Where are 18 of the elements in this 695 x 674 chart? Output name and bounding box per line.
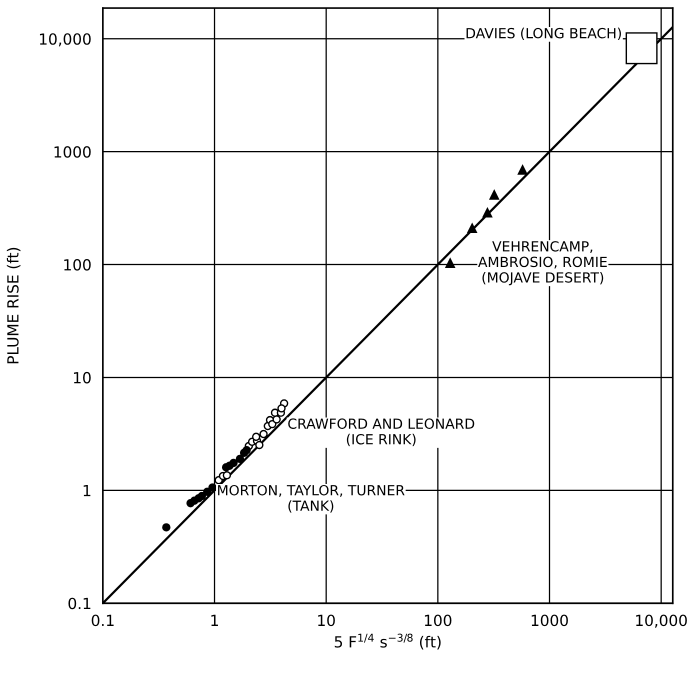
x-axis-title: 5 F$^{1/4}$ s$^{−3/8}$ (ft) — [334, 634, 441, 650]
series-label: DAVIES (LONG BEACH) — [466, 28, 621, 40]
x-tick-label: 100 — [424, 614, 452, 626]
x-tick-label: 1000 — [532, 614, 568, 626]
y-tick-label: 10 — [74, 372, 91, 384]
y-axis-title: PLUME RISE (ft) — [6, 248, 20, 364]
x-tick-label: 10 — [318, 614, 335, 626]
series-label: VEHRENCAMP, AMBROSIO, ROMIE (MOJAVE DESERT) — [478, 241, 607, 286]
x-tick-label: 10,000 — [636, 614, 687, 628]
y-tick-label: 1000 — [54, 146, 91, 158]
series-label: MORTON, TAYLOR, TURNER (TANK) — [218, 484, 405, 513]
y-tick-label: 100 — [64, 259, 91, 271]
y-tick-label: 10,000 — [40, 33, 91, 46]
series-label: CRAWFORD AND LEONARD (ICE RINK) — [288, 418, 474, 446]
x-tick-label: 0.1 — [92, 614, 114, 626]
y-tick-label: 1 — [84, 485, 90, 496]
x-tick-label: 1 — [211, 614, 218, 626]
y-tick-label: 0.1 — [68, 598, 90, 610]
